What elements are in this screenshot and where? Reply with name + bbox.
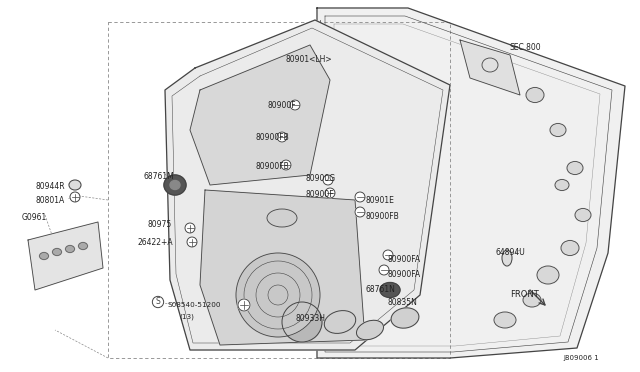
Text: 80944R: 80944R [36, 182, 66, 191]
Polygon shape [165, 20, 450, 350]
Text: 80901E: 80901E [365, 196, 394, 205]
Circle shape [238, 299, 250, 311]
Ellipse shape [40, 253, 49, 260]
Circle shape [379, 265, 389, 275]
Text: 80835N: 80835N [388, 298, 418, 307]
Text: 80900FB: 80900FB [255, 133, 289, 142]
Polygon shape [28, 222, 103, 290]
Text: 80900FA: 80900FA [388, 255, 421, 264]
Text: J809006 1: J809006 1 [563, 355, 599, 361]
Circle shape [185, 223, 195, 233]
Circle shape [290, 100, 300, 110]
Ellipse shape [537, 266, 559, 284]
Circle shape [70, 192, 80, 202]
Text: 80900FB: 80900FB [255, 162, 289, 171]
Circle shape [355, 192, 365, 202]
Text: SEC.800: SEC.800 [510, 43, 541, 52]
Text: 80801A: 80801A [36, 196, 65, 205]
Text: 68761M: 68761M [143, 172, 173, 181]
Ellipse shape [523, 293, 541, 307]
Circle shape [325, 188, 335, 198]
Circle shape [323, 175, 333, 185]
Circle shape [355, 207, 365, 217]
Circle shape [236, 253, 320, 337]
Circle shape [187, 237, 197, 247]
Ellipse shape [575, 208, 591, 221]
Text: 68761N: 68761N [365, 285, 395, 294]
Text: 80933H: 80933H [295, 314, 325, 323]
Text: 80901<LH>: 80901<LH> [285, 55, 332, 64]
Ellipse shape [567, 161, 583, 174]
Ellipse shape [356, 320, 383, 340]
Ellipse shape [494, 312, 516, 328]
Ellipse shape [380, 282, 400, 298]
Ellipse shape [526, 87, 544, 103]
Text: 80900FA: 80900FA [388, 270, 421, 279]
Ellipse shape [324, 311, 356, 333]
Ellipse shape [267, 209, 297, 227]
Circle shape [281, 160, 291, 170]
Polygon shape [317, 8, 625, 358]
Circle shape [277, 132, 287, 142]
Ellipse shape [561, 241, 579, 256]
Text: 26422+A: 26422+A [137, 238, 173, 247]
Ellipse shape [52, 248, 61, 256]
Text: 64894U: 64894U [495, 248, 525, 257]
Text: 80975: 80975 [148, 220, 172, 229]
Text: S: S [156, 298, 161, 307]
Ellipse shape [65, 246, 74, 253]
Circle shape [383, 250, 393, 260]
Ellipse shape [482, 58, 498, 72]
Text: G0961: G0961 [22, 213, 47, 222]
Ellipse shape [391, 308, 419, 328]
Ellipse shape [69, 180, 81, 190]
Polygon shape [200, 190, 365, 345]
Ellipse shape [550, 124, 566, 137]
Ellipse shape [170, 180, 180, 189]
Circle shape [282, 302, 322, 342]
Text: 80900FB: 80900FB [365, 212, 399, 221]
Polygon shape [190, 45, 330, 185]
Text: (13): (13) [179, 314, 194, 321]
Text: 80900F: 80900F [305, 190, 333, 199]
Ellipse shape [555, 180, 569, 190]
Text: 80900G: 80900G [305, 174, 335, 183]
Ellipse shape [79, 243, 88, 250]
Ellipse shape [502, 250, 512, 266]
Text: FRONT: FRONT [510, 290, 539, 299]
Polygon shape [460, 40, 520, 95]
Text: S08540-51200: S08540-51200 [167, 302, 221, 308]
Text: 80900F: 80900F [268, 101, 296, 110]
Ellipse shape [164, 175, 186, 195]
